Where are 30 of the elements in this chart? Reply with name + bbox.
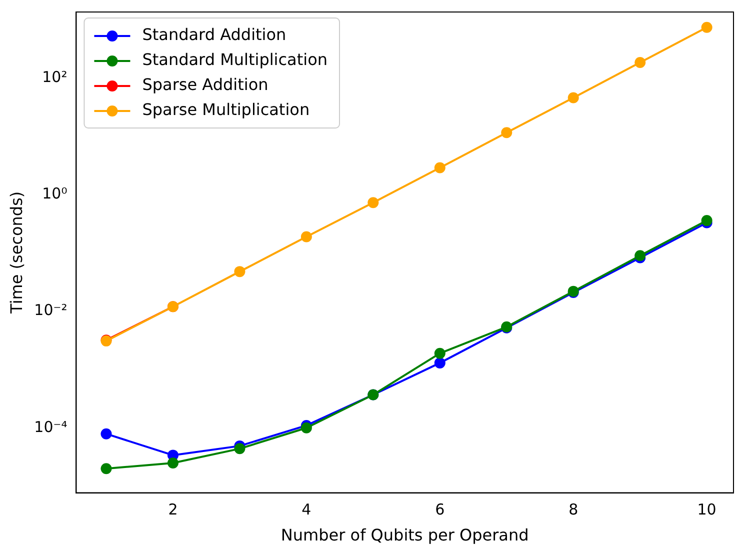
legend-label: Standard Multiplication (142, 50, 328, 70)
point (501, 127, 512, 138)
x-tick-label: 4 (302, 500, 312, 519)
y-tick-label: 10⁻² (34, 301, 68, 320)
point (100, 463, 112, 474)
y-tick-label: 10⁰ (42, 184, 68, 203)
y-tick-label: 10² (42, 68, 68, 86)
legend-label: Standard Addition (142, 25, 286, 44)
legend-label: Sparse Multiplication (142, 100, 310, 120)
point (434, 357, 446, 368)
point (300, 231, 312, 242)
point (167, 457, 178, 468)
point (368, 197, 379, 208)
point (434, 348, 446, 359)
x-tick-label: 6 (435, 500, 445, 519)
point (300, 422, 312, 434)
point (568, 92, 579, 104)
point (234, 443, 246, 454)
y-axis-title: Time (seconds) (6, 191, 26, 314)
point (100, 428, 112, 440)
x-tick-label: 8 (568, 500, 578, 519)
x-tick-label: 10 (697, 500, 716, 519)
point (634, 57, 646, 68)
x-axis-title: Number of Qubits per Operand (280, 526, 529, 545)
legend-label: Sparse Addition (142, 75, 268, 94)
point (234, 266, 246, 278)
point (701, 22, 712, 33)
x-tick-label: 2 (168, 500, 178, 519)
y-tick-label: 10⁻⁴ (34, 418, 68, 436)
point (434, 162, 446, 174)
